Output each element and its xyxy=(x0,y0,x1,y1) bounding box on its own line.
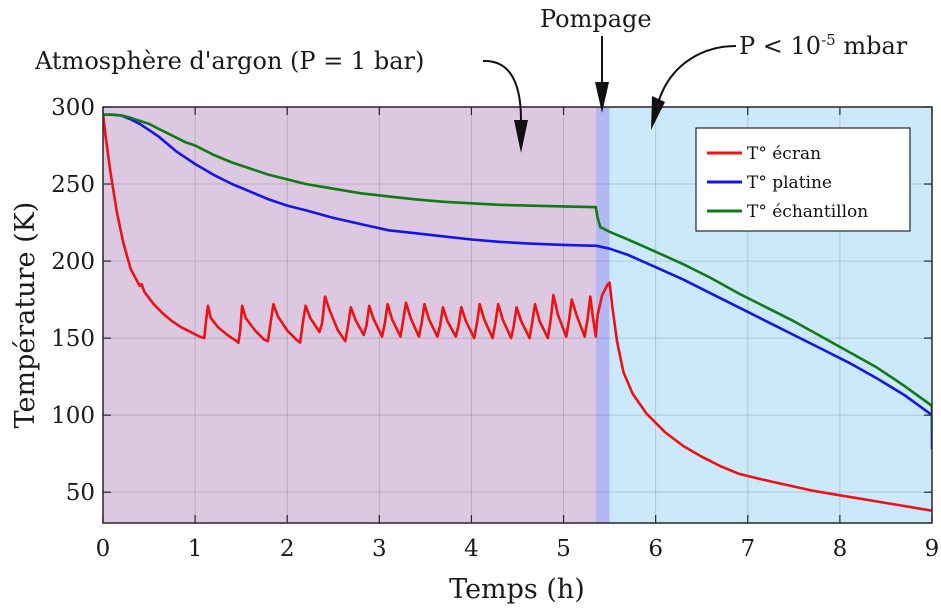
x-tick-label: 7 xyxy=(740,536,755,562)
y-tick-label: 100 xyxy=(51,403,95,429)
annotation-vacuum: P < 10-5 mbar xyxy=(739,31,908,60)
arrow-argon xyxy=(482,59,522,121)
x-tick-label: 9 xyxy=(925,536,940,562)
legend-label-platine: T° platine xyxy=(747,173,832,193)
series-line-1 xyxy=(103,113,932,449)
annotation-vacuum-exp: -5 xyxy=(821,31,836,49)
y-tick-label: 250 xyxy=(51,172,95,198)
x-axis-title: Temps (h) xyxy=(449,574,585,605)
legend-label-ecran: T° écran xyxy=(747,144,821,164)
arrow-pompage-head xyxy=(595,82,609,113)
region-1 xyxy=(595,107,610,523)
arrow-argon-head xyxy=(514,120,528,153)
x-tick-label: 5 xyxy=(556,536,571,562)
arrow-vacuum xyxy=(658,45,737,101)
y-tick-label: 150 xyxy=(51,326,95,352)
annotations: Atmosphère d'argon (P = 1 bar) Pompage P… xyxy=(34,5,908,153)
x-tick-label: 3 xyxy=(372,536,387,562)
legend: T° écran T° platine T° échantillon xyxy=(695,127,911,232)
phase-regions xyxy=(103,107,932,523)
legend-box xyxy=(695,127,911,232)
annotation-argon: Atmosphère d'argon (P = 1 bar) xyxy=(34,47,424,75)
x-tick-label: 8 xyxy=(833,536,848,562)
annotation-vacuum-main: P < 10 xyxy=(739,32,821,60)
x-tick-label: 4 xyxy=(464,536,479,562)
plot-frame xyxy=(102,106,933,524)
annotation-pompage: Pompage xyxy=(540,5,652,33)
arrow-vacuum-head xyxy=(651,96,665,130)
legend-label-echantillon: T° échantillon xyxy=(747,202,868,222)
x-tick-label: 2 xyxy=(280,536,295,562)
series-line-2 xyxy=(103,113,932,433)
y-tick-label: 50 xyxy=(66,480,95,506)
x-tick-label: 0 xyxy=(96,536,111,562)
tick-labels: 0 1 2 3 4 5 6 7 8 9 50 100 150 200 250 300 xyxy=(51,95,939,562)
annotation-vacuum-unit: mbar xyxy=(836,32,908,60)
x-tick-label: 1 xyxy=(188,536,203,562)
data-series xyxy=(103,113,932,512)
series-line-0 xyxy=(103,113,932,512)
y-tick-label: 200 xyxy=(51,249,95,275)
y-axis-title: Température (K) xyxy=(10,202,41,429)
y-tick-label: 300 xyxy=(51,95,95,121)
x-tick-label: 6 xyxy=(648,536,663,562)
